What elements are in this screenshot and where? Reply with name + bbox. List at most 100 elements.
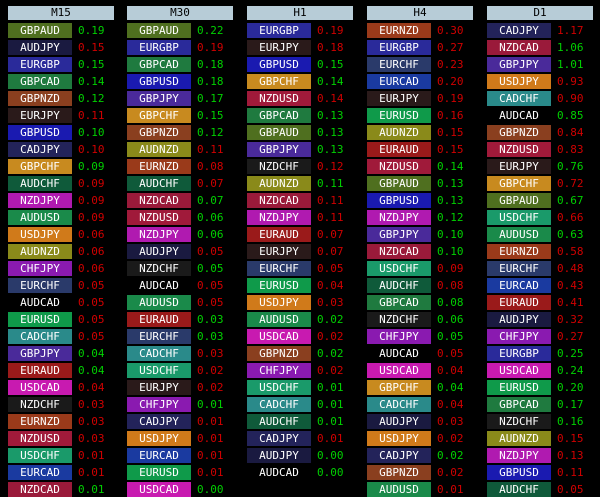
- strength-value: 0.27: [437, 40, 464, 54]
- table-row: GBPJPY 1.01: [487, 56, 593, 72]
- strength-value: 0.48: [557, 261, 584, 275]
- strength-value: 0.06: [78, 227, 105, 241]
- pair-label: CHFJPY: [487, 328, 551, 344]
- table-row: NZDJPY 0.13: [487, 447, 593, 463]
- pair-label: AUDCHF: [247, 413, 311, 429]
- strength-value: 0.01: [78, 482, 105, 496]
- table-row: AUDCHF 0.05: [487, 481, 593, 497]
- table-row: EURJPY 0.76: [487, 158, 593, 174]
- table-row: NZDCAD 0.10: [367, 243, 473, 259]
- table-row: USDCHF 0.01: [247, 379, 353, 395]
- table-row: GBPCAD 0.14: [8, 73, 114, 89]
- pair-label: NZDCHF: [487, 413, 551, 429]
- table-row: AUDJPY 0.03: [367, 413, 473, 429]
- strength-value: 0.17: [557, 397, 584, 411]
- pair-label: EURJPY: [247, 39, 311, 55]
- table-row: EURNZD 0.58: [487, 243, 593, 259]
- pair-label: EURGBP: [487, 345, 551, 361]
- table-row: EURJPY 0.18: [247, 39, 353, 55]
- strength-value: 0.12: [437, 210, 464, 224]
- strength-value: 0.04: [437, 363, 464, 377]
- table-row: GBPUSD 0.15: [247, 56, 353, 72]
- table-row: GBPUSD 0.13: [367, 192, 473, 208]
- pair-label: GBPNZD: [127, 124, 191, 140]
- strength-value: 0.09: [78, 159, 105, 173]
- strength-value: 0.13: [437, 193, 464, 207]
- pair-label: EURAUD: [487, 294, 551, 310]
- pair-label: GBPAUD: [8, 22, 72, 38]
- column-d1: D1 CADJPY 1.17 NZDCAD 1.06 GBPJPY 1.01 USDJPY 0…: [487, 6, 593, 497]
- table-row: AUDUSD 0.01: [367, 481, 473, 497]
- strength-value: 0.41: [557, 295, 584, 309]
- strength-value: 0.05: [557, 482, 584, 496]
- pair-label: CADJPY: [367, 447, 431, 463]
- pair-label: AUDJPY: [127, 243, 191, 259]
- pair-label: CHFJPY: [367, 328, 431, 344]
- strength-value: 0.90: [557, 91, 584, 105]
- table-row: GBPCHF 0.15: [127, 107, 233, 123]
- pair-label: NZDJPY: [367, 209, 431, 225]
- strength-value: 0.04: [437, 397, 464, 411]
- strength-value: 0.12: [197, 125, 224, 139]
- pair-label: EURUSD: [367, 107, 431, 123]
- pair-label: AUDNZD: [247, 175, 311, 191]
- pair-label: AUDJPY: [8, 39, 72, 55]
- pair-label: GBPCHF: [367, 379, 431, 395]
- pair-label: GBPJPY: [367, 226, 431, 242]
- strength-value: 0.19: [317, 23, 344, 37]
- strength-value: 0.17: [197, 91, 224, 105]
- strength-value: 0.19: [437, 91, 464, 105]
- strength-value: 0.13: [317, 142, 344, 156]
- strength-value: 0.02: [437, 465, 464, 479]
- pair-label: EURJPY: [8, 107, 72, 123]
- pair-label: USDJPY: [127, 430, 191, 446]
- pair-label: USDCHF: [487, 209, 551, 225]
- strength-value: 0.15: [437, 125, 464, 139]
- pair-label: CADCHF: [487, 90, 551, 106]
- column-m30: M30 GBPAUD 0.22 EURGBP 0.19 GBPCAD 0.18 GBPUSD…: [127, 6, 233, 497]
- table-row: NZDCAD 1.06: [487, 39, 593, 55]
- table-row: GBPNZD 0.12: [8, 90, 114, 106]
- pair-label: CADCHF: [8, 328, 72, 344]
- strength-value: 0.13: [317, 108, 344, 122]
- pair-label: AUDNZD: [8, 243, 72, 259]
- pair-label: NZDCHF: [8, 396, 72, 412]
- strength-value: 0.18: [317, 40, 344, 54]
- table-row: EURJPY 0.19: [367, 90, 473, 106]
- table-row: USDCHF 0.09: [367, 260, 473, 276]
- pair-label: AUDCHF: [367, 277, 431, 293]
- pair-label: EURCAD: [487, 277, 551, 293]
- strength-value: 0.14: [317, 91, 344, 105]
- table-row: USDCAD 0.00: [127, 481, 233, 497]
- table-row: NZDJPY 0.09: [8, 192, 114, 208]
- table-row: CADJPY 0.02: [367, 447, 473, 463]
- table-row: GBPCHF 0.09: [8, 158, 114, 174]
- strength-value: 1.17: [557, 23, 584, 37]
- strength-value: 0.09: [78, 210, 105, 224]
- strength-value: 0.05: [437, 329, 464, 343]
- table-row: AUDCHF 0.08: [367, 277, 473, 293]
- strength-value: 0.01: [197, 465, 224, 479]
- table-row: NZDUSD 0.03: [8, 430, 114, 446]
- pair-label: USDCHF: [8, 447, 72, 463]
- table-row: GBPJPY 0.17: [127, 90, 233, 106]
- table-row: EURNZD 0.30: [367, 22, 473, 38]
- column-h4: H4 EURNZD 0.30 EURGBP 0.27 EURCHF 0.23 EURCAD 0…: [367, 6, 473, 497]
- pair-label: NZDJPY: [247, 209, 311, 225]
- pair-label: NZDCAD: [367, 243, 431, 259]
- table-row: EURJPY 0.07: [247, 243, 353, 259]
- strength-value: 0.05: [78, 329, 105, 343]
- strength-value: 0.24: [557, 363, 584, 377]
- table-row: AUDCAD 0.05: [127, 277, 233, 293]
- strength-value: 0.00: [197, 482, 224, 496]
- table-row: NZDUSD 0.14: [247, 90, 353, 106]
- pair-label: EURGBP: [8, 56, 72, 72]
- table-row: NZDCAD 0.01: [8, 481, 114, 497]
- strength-value: 0.01: [78, 448, 105, 462]
- strength-value: 0.07: [317, 244, 344, 258]
- strength-value: 0.02: [437, 448, 464, 462]
- table-row: USDJPY 0.93: [487, 73, 593, 89]
- pair-label: AUDUSD: [127, 294, 191, 310]
- strength-value: 0.13: [437, 176, 464, 190]
- table-row: NZDCHF 0.12: [247, 158, 353, 174]
